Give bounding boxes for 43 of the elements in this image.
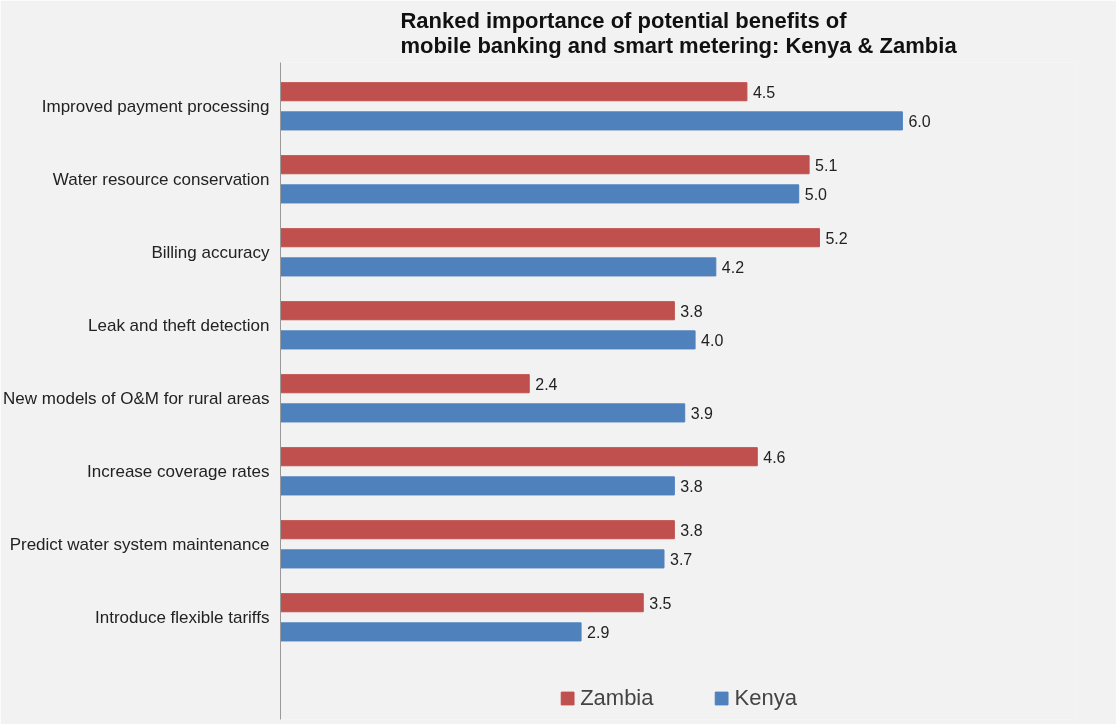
- data-label: 6.0: [908, 112, 931, 130]
- bar: [280, 330, 696, 350]
- data-label: 3.8: [680, 477, 703, 495]
- legend-label: Kenya: [734, 685, 797, 711]
- bar: [280, 593, 644, 613]
- data-label: 3.9: [690, 404, 714, 422]
- bar: [280, 549, 665, 569]
- bar: [280, 301, 675, 321]
- data-label: 3.5: [649, 594, 672, 612]
- data-label: 3.7: [669, 550, 693, 568]
- bar: [280, 622, 582, 642]
- y-tick-label: Introduce flexible tariffs: [95, 607, 270, 627]
- y-tick-label: Predict water system maintenance: [9, 534, 270, 554]
- bar: [280, 520, 675, 540]
- y-tick-label: New models of O&M for rural areas: [3, 388, 270, 408]
- data-label: 5.0: [804, 185, 828, 203]
- bar: [280, 403, 686, 423]
- data-label: 4.0: [701, 331, 724, 349]
- bar: [280, 257, 717, 277]
- data-label: 5.2: [825, 229, 848, 247]
- y-tick-label: Increase coverage rates: [87, 461, 270, 481]
- bar: [280, 476, 675, 496]
- y-tick-label: Water resource conservation: [52, 169, 270, 189]
- bar: [280, 155, 810, 175]
- y-tick-label: Billing accuracy: [151, 242, 270, 262]
- bar: [280, 184, 800, 204]
- data-label: 3.8: [680, 521, 703, 539]
- data-label: 2.9: [587, 623, 610, 641]
- y-tick-label: Leak and theft detection: [88, 315, 270, 335]
- chart-title: Ranked importance of potential benefits of mobile banking and smart metering: Kenya & Zambia: [400, 7, 958, 58]
- data-label: 3.8: [680, 302, 703, 320]
- data-label: 4.5: [752, 83, 776, 101]
- data-label: 4.2: [721, 258, 745, 276]
- bar: [280, 374, 530, 394]
- bar: [280, 82, 748, 102]
- bar: [280, 228, 820, 248]
- bar: [280, 111, 903, 131]
- legend-label: Zambia: [580, 685, 654, 711]
- data-label: 5.1: [815, 156, 838, 174]
- y-tick-label: Improved payment processing: [41, 96, 270, 116]
- data-label: 4.6: [763, 448, 786, 466]
- bar: [280, 447, 758, 467]
- data-label: 2.4: [535, 375, 558, 393]
